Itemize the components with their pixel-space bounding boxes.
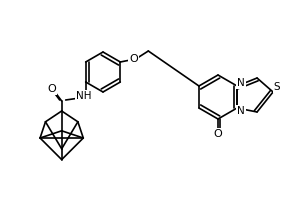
Text: N: N bbox=[237, 106, 245, 116]
Text: N: N bbox=[237, 78, 245, 88]
Text: O: O bbox=[214, 129, 222, 139]
Text: O: O bbox=[47, 84, 56, 94]
Text: O: O bbox=[129, 54, 138, 64]
Text: S: S bbox=[274, 82, 280, 92]
Text: NH: NH bbox=[76, 91, 92, 101]
